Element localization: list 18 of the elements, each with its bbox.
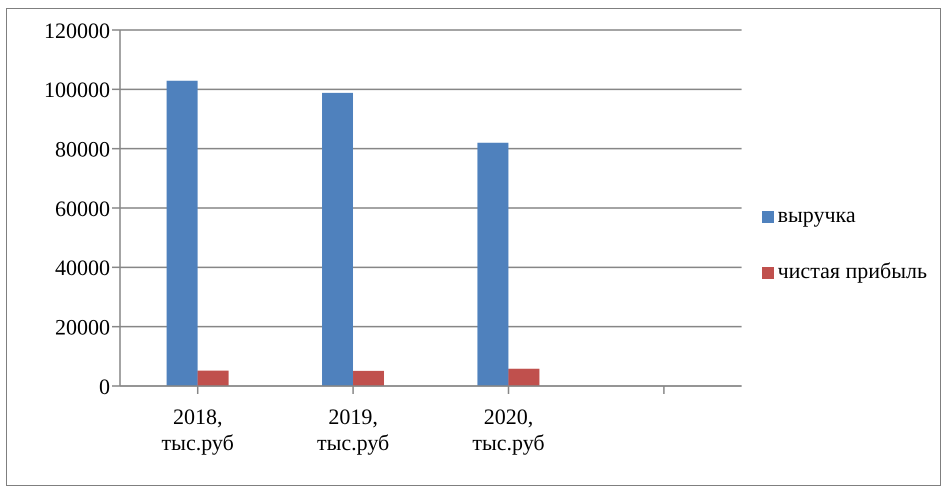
legend-label: выручка (778, 202, 856, 227)
bar (353, 370, 384, 386)
legend-label: чистая прибыль (778, 258, 927, 283)
bar (508, 368, 540, 386)
x-tick-label: 2018, тыс.руб (162, 404, 234, 456)
bar (477, 142, 508, 386)
y-tick-label: 20000 (55, 314, 110, 340)
bar (166, 80, 198, 386)
y-tick-label: 40000 (55, 255, 110, 280)
bar (322, 92, 354, 386)
x-tick-label: 2019, тыс.руб (316, 404, 390, 456)
y-tick-label: 100000 (44, 77, 110, 102)
bar (198, 370, 229, 386)
y-tick-label: 80000 (55, 136, 110, 162)
y-tick-label: 120000 (44, 18, 110, 43)
y-tick-label: 0 (99, 374, 110, 399)
y-tick-label: 60000 (55, 196, 110, 221)
x-tick-label: 2020, тыс.руб (472, 404, 545, 456)
